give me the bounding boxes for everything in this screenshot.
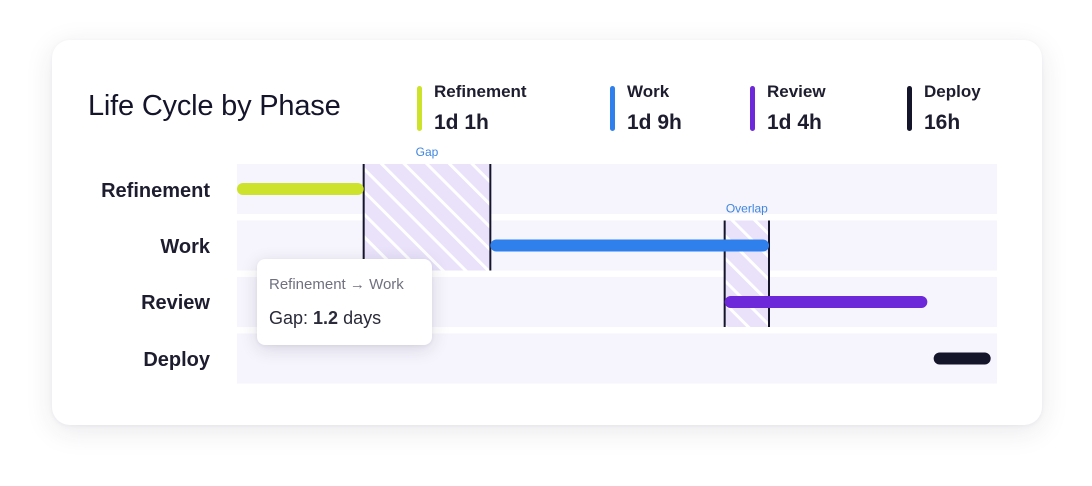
- legend-label-review: Review: [767, 82, 826, 101]
- overlap-label: Overlap: [726, 202, 768, 216]
- gap-tooltip: Refinement → Work Gap: 1.2 days: [257, 259, 432, 345]
- tooltip-to-phase: Work: [369, 276, 404, 293]
- legend-label-refinement: Refinement: [434, 82, 527, 101]
- legend-duration-refinement: 1d 1h: [434, 111, 489, 134]
- life-cycle-card: Life Cycle by Phase Refinement 1d 1h Wor…: [52, 40, 1042, 425]
- legend-label-work: Work: [627, 82, 670, 101]
- bar-refinement: [237, 183, 364, 195]
- legend-swatch-refinement: [417, 86, 422, 131]
- bar-deploy: [933, 352, 991, 365]
- bar-work: [490, 239, 769, 252]
- tooltip-gap-number: 1.2: [313, 308, 339, 328]
- legend-swatch-review: [750, 86, 755, 131]
- gantt-chart: Gap Overlap: [237, 145, 997, 384]
- tooltip-gap-unit: days: [343, 308, 382, 328]
- gap-region: [363, 164, 491, 271]
- legend-label-deploy: Deploy: [924, 82, 981, 101]
- bar-review: [724, 296, 928, 308]
- legend-duration-review: 1d 4h: [767, 111, 822, 134]
- arrow-right-icon: →: [349, 276, 365, 293]
- chart-title: Life Cycle by Phase: [88, 90, 341, 122]
- legend-duration-work: 1d 9h: [627, 111, 682, 134]
- tooltip-transition: Refinement → Work: [269, 276, 404, 293]
- tooltip-gap-value: Gap: 1.2 days: [269, 308, 381, 329]
- row-label-refinement: Refinement: [101, 180, 210, 202]
- legend-duration-deploy: 16h: [924, 111, 961, 134]
- row-label-work: Work: [160, 236, 210, 258]
- tooltip-gap-label: Gap:: [269, 308, 309, 328]
- tooltip-from-phase: Refinement: [269, 276, 346, 293]
- row-label-review: Review: [141, 292, 210, 314]
- gap-label: Gap: [416, 145, 439, 159]
- legend-swatch-deploy: [907, 86, 912, 131]
- row-label-deploy: Deploy: [143, 349, 210, 371]
- legend-swatch-work: [610, 86, 615, 131]
- overlap-region: [724, 220, 769, 327]
